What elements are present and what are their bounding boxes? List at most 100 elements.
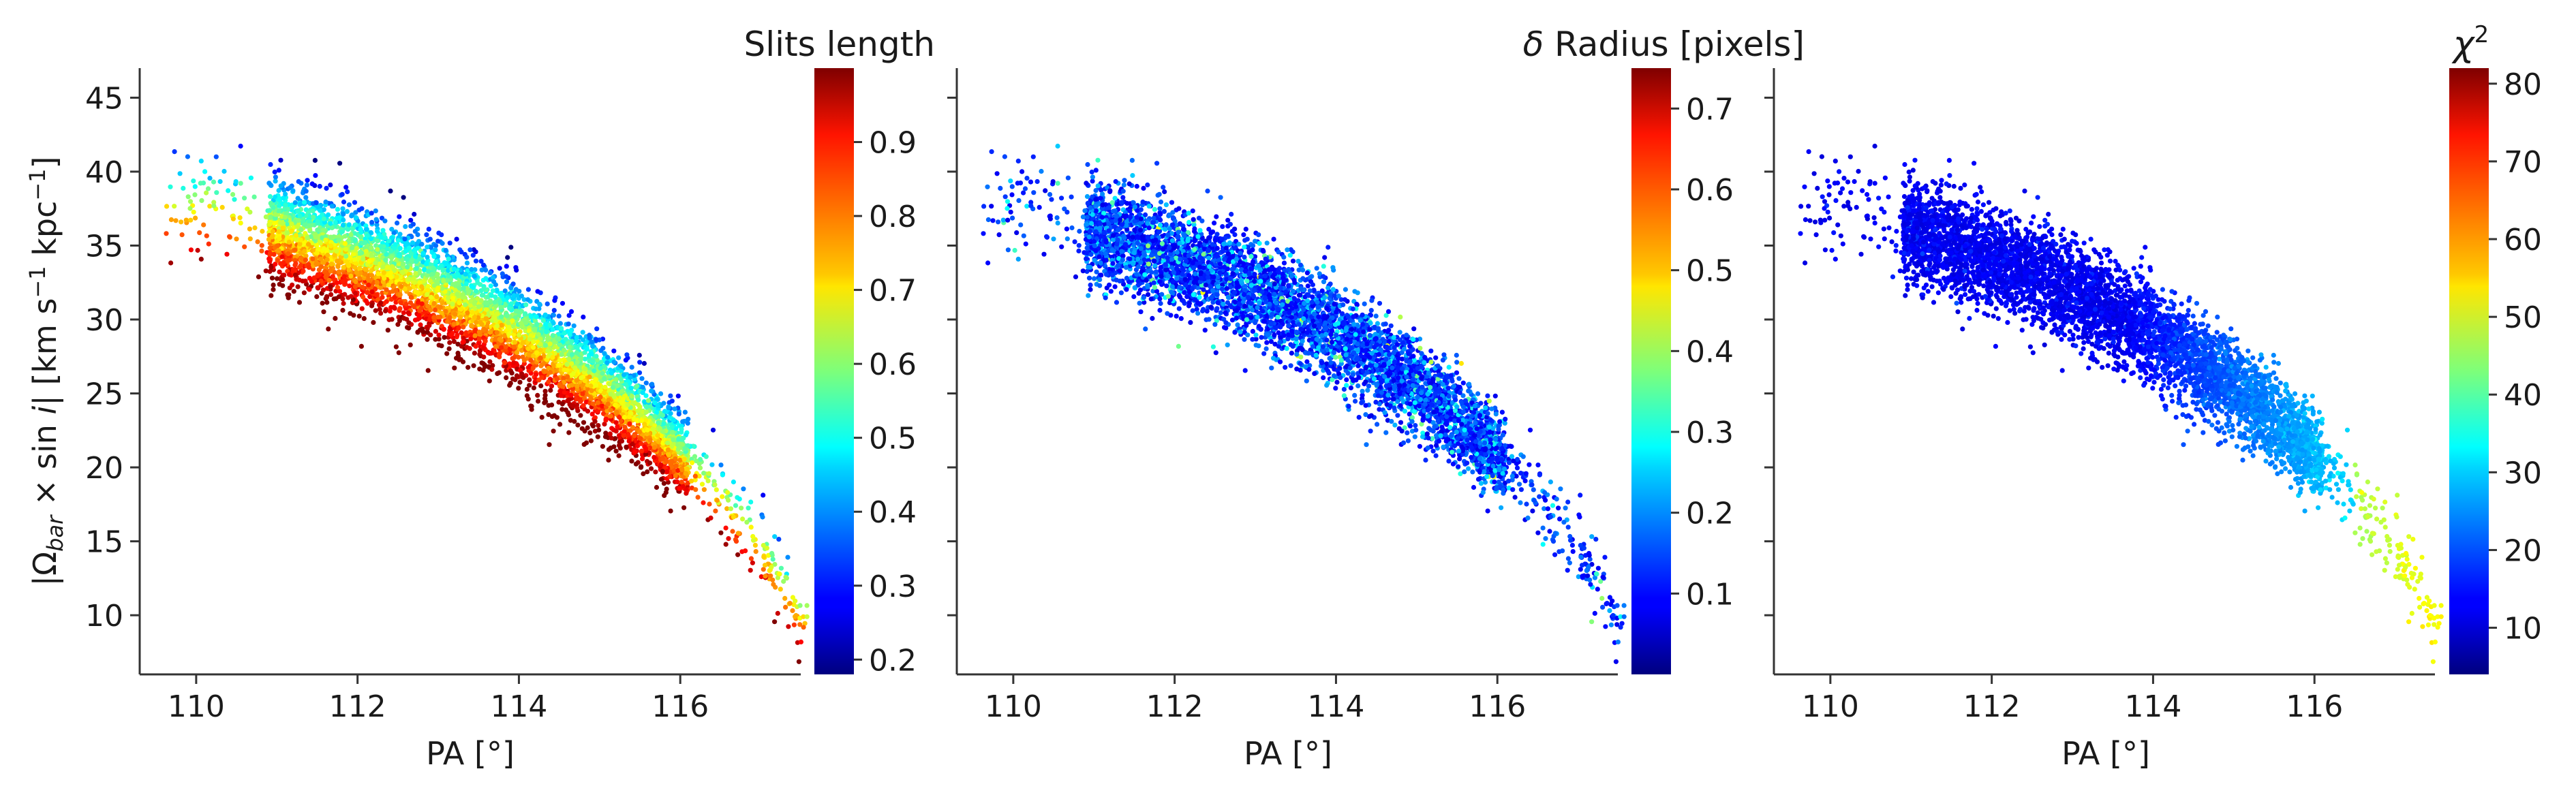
scatter-point (179, 232, 185, 238)
scatter-point (629, 364, 634, 370)
scatter-point (668, 411, 673, 416)
scatter-point (283, 191, 288, 197)
scatter-point (380, 294, 385, 300)
scatter-point (187, 206, 193, 211)
scatter-point (679, 426, 684, 432)
scatter-point (281, 272, 287, 278)
scatter-point (319, 264, 324, 270)
scatter-point (201, 222, 206, 228)
scatter-point (276, 229, 281, 234)
scatter-point (181, 185, 186, 191)
scatter-point (395, 322, 401, 327)
scatter-point (581, 403, 586, 408)
scatter-point (470, 310, 475, 315)
scatter-point (473, 343, 478, 349)
scatter-point (172, 149, 177, 155)
scatter-point (551, 363, 556, 369)
scatter-point (518, 321, 524, 326)
scatter-point (528, 358, 534, 363)
scatter-point (653, 469, 658, 475)
scatter-point (647, 437, 653, 443)
scatter-point (619, 389, 625, 394)
scatter-point (744, 520, 750, 525)
scatter-point (408, 342, 413, 347)
scatter-point (380, 249, 386, 254)
scatter-point (337, 161, 343, 166)
scatter-point (453, 274, 459, 279)
scatter-point (790, 595, 795, 600)
scatter-point (637, 404, 643, 409)
scatter-point (578, 413, 583, 418)
scatter-point (277, 269, 282, 275)
scatter-point (574, 405, 580, 411)
scatter-point (247, 226, 252, 232)
scatter-point (168, 184, 173, 189)
scatter-point (661, 401, 666, 406)
scatter-point (234, 236, 239, 242)
scatter-point (730, 529, 735, 534)
scatter-point (638, 436, 643, 441)
scatter-point (230, 191, 236, 198)
scatter-point (763, 563, 768, 568)
scatter-point (568, 418, 574, 423)
scatter-point (328, 292, 334, 297)
scatter-point (428, 307, 433, 313)
scatter-point (585, 409, 591, 414)
scatter-point (317, 183, 322, 189)
scatter-point (530, 365, 536, 371)
scatter-point (783, 574, 788, 580)
scatter-point (512, 339, 518, 345)
scatter-point (188, 217, 194, 223)
scatter-point (605, 355, 611, 360)
scatter-point (164, 231, 169, 236)
scatter-point (432, 307, 438, 313)
scatter-point (532, 327, 538, 332)
scatter-point (569, 361, 574, 366)
scatter-point (333, 288, 339, 294)
scatter-point (624, 352, 630, 358)
scatter-point (681, 456, 687, 462)
scatter-point (360, 285, 365, 290)
scatter-point (352, 257, 358, 262)
scatter-point (481, 354, 487, 360)
scatter-point (666, 452, 671, 457)
scatter-point (523, 302, 529, 307)
scatter-point (538, 383, 544, 389)
scatter-point (463, 271, 468, 277)
scatter-point (202, 169, 208, 174)
scatter-point (373, 308, 378, 313)
scatter-point (550, 327, 555, 332)
scatter-point (517, 332, 522, 338)
scatter-point (321, 309, 326, 315)
scatter-point (323, 237, 328, 243)
scatter-point (383, 308, 388, 314)
scatter-point (367, 258, 372, 264)
scatter-point (701, 471, 707, 476)
scatter-point (602, 390, 607, 396)
scatter-point (280, 283, 286, 288)
scatter-point (726, 497, 731, 503)
scatter-point (306, 242, 311, 247)
scatter-point (798, 639, 803, 645)
scatter-point (608, 446, 613, 451)
scatter-point (340, 279, 346, 284)
scatter-point (290, 282, 295, 287)
scatter-point (446, 346, 452, 351)
scatter-point (487, 270, 493, 276)
scatter-point (255, 239, 260, 245)
scatter-point (350, 226, 356, 232)
scatter-point (778, 587, 783, 592)
scatter-point (592, 368, 597, 373)
scatter-point (276, 208, 281, 213)
scatter-point (748, 556, 754, 561)
scatter-point (748, 525, 754, 530)
scatter-point (251, 194, 257, 200)
scatter-point (172, 204, 177, 209)
scatter-point (301, 268, 306, 274)
scatter-point (373, 217, 379, 222)
scatter-point (484, 307, 489, 312)
scatter-point (622, 414, 628, 420)
scatter-point (397, 292, 403, 298)
scatter-point (192, 184, 198, 189)
